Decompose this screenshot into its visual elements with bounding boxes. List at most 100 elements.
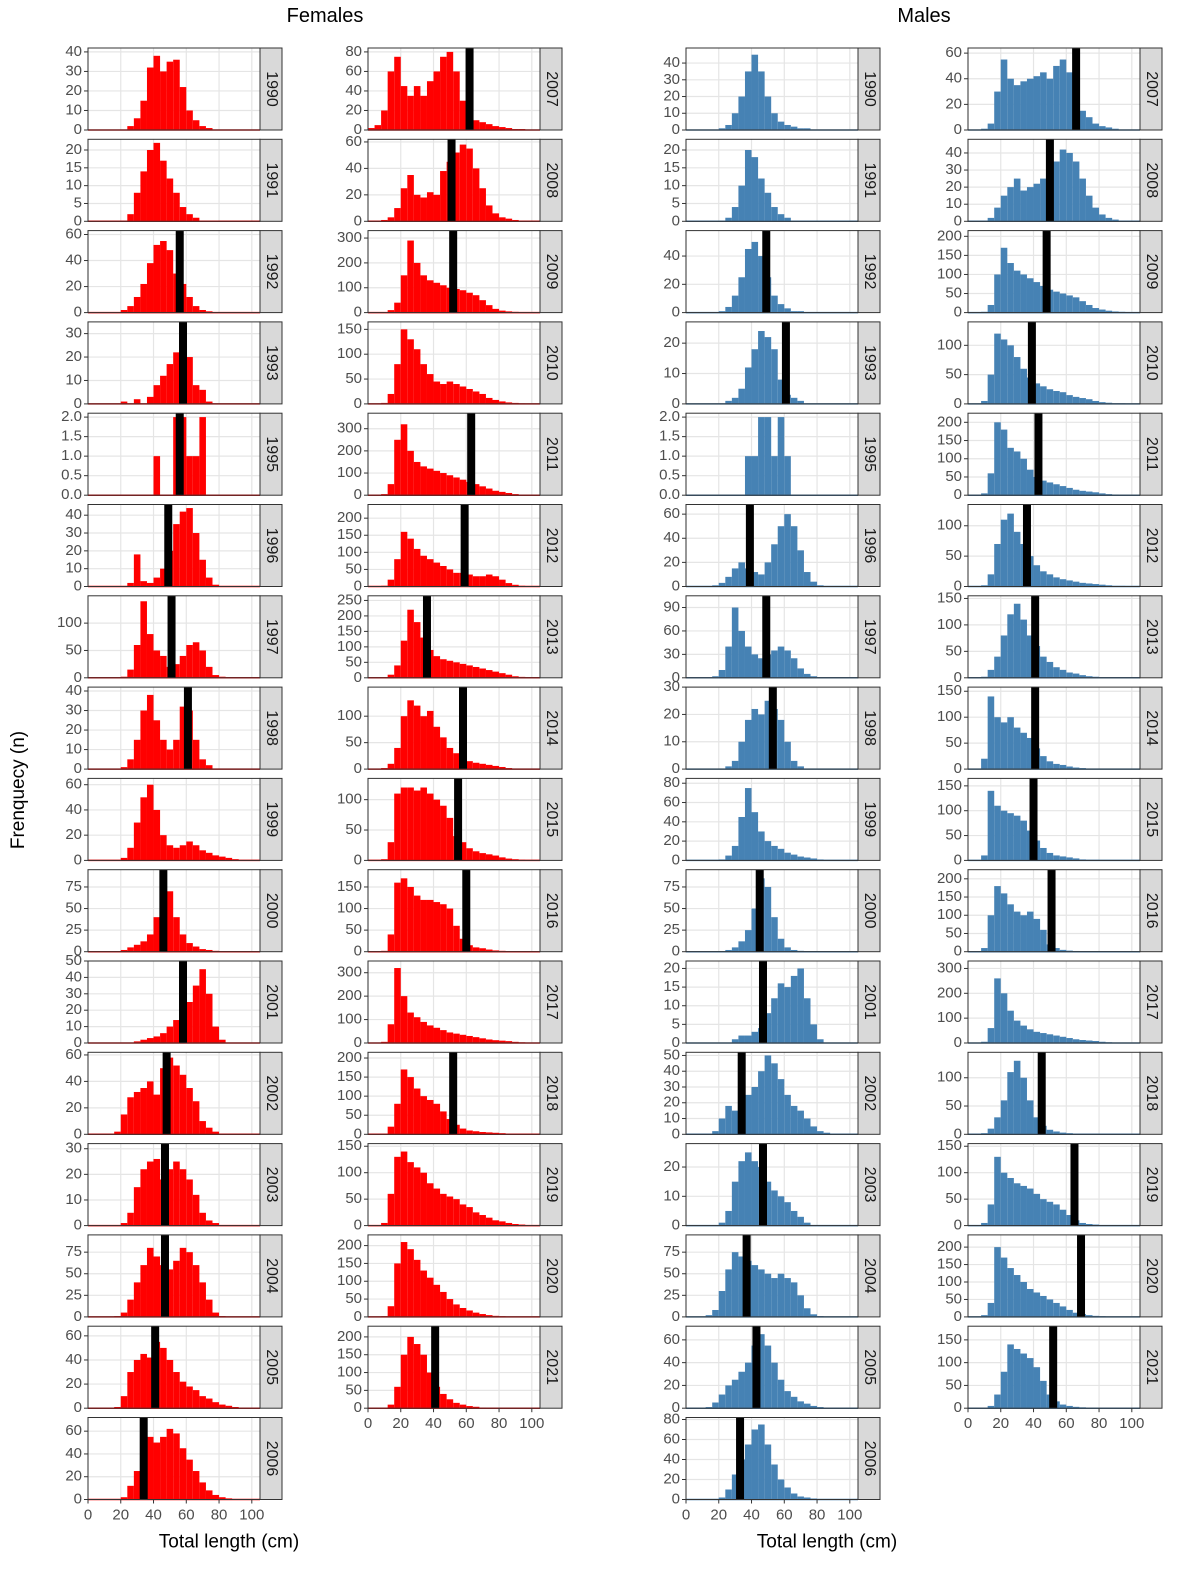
y-tick-label: 80	[345, 43, 362, 60]
reference-line	[1070, 1144, 1078, 1226]
histogram-bar	[434, 283, 441, 313]
histogram-bar	[725, 1211, 732, 1226]
histogram-bar	[752, 1032, 759, 1043]
histogram-bar	[758, 417, 765, 495]
y-tick-label: 100	[337, 543, 362, 560]
histogram-bar	[1066, 153, 1073, 221]
histogram-bar	[160, 241, 167, 313]
histogram-bar	[447, 1197, 454, 1226]
histogram-bar	[981, 759, 988, 769]
y-tick-label: 200	[937, 984, 962, 1001]
histogram-bar	[1034, 184, 1041, 222]
y-tick-label: 0	[672, 212, 680, 229]
histogram-bar	[778, 1274, 785, 1317]
strip-label: 1990	[263, 71, 280, 107]
y-tick-label: 50	[65, 900, 82, 917]
y-tick-label: 20	[663, 87, 680, 104]
histogram-bar	[745, 720, 752, 769]
histogram-bar	[1040, 756, 1047, 769]
y-tick-label: 50	[945, 827, 962, 844]
histogram-bar	[160, 835, 167, 860]
histogram-bar	[407, 1077, 414, 1134]
histogram-bar	[738, 97, 745, 130]
y-tick-label: 150	[937, 1331, 962, 1348]
histogram-bar	[1020, 1186, 1027, 1226]
strip-label: 2002	[263, 1076, 280, 1112]
histogram-bar	[1020, 1026, 1027, 1043]
histogram-bar	[1027, 1358, 1034, 1408]
histogram-bar	[1053, 1204, 1060, 1225]
histogram-bar	[765, 562, 772, 586]
histogram-bar	[1001, 811, 1008, 861]
histogram-bar	[453, 1199, 460, 1225]
histogram-bar	[797, 668, 804, 677]
histogram-bar	[732, 1380, 739, 1408]
histogram-bar	[206, 578, 213, 587]
y-tick-label: 50	[945, 1097, 962, 1114]
histogram-bar	[154, 578, 161, 587]
histogram-bar	[797, 1217, 804, 1226]
y-tick-label: 0	[672, 1308, 680, 1325]
histogram-bar	[427, 280, 434, 312]
y-tick-label: 150	[337, 1346, 362, 1363]
histogram-bar	[180, 1075, 187, 1135]
y-tick-label: 100	[337, 791, 362, 808]
y-tick-label: 150	[937, 432, 962, 449]
histogram-bar	[738, 742, 745, 769]
histogram-bar	[160, 71, 167, 130]
histogram-bar	[440, 1111, 447, 1134]
histogram-bar	[193, 1195, 200, 1226]
histogram-bar	[1066, 295, 1073, 312]
histogram-bar	[752, 812, 759, 860]
histogram-bar	[420, 716, 427, 769]
histogram-bar	[414, 195, 421, 221]
histogram-bar	[1001, 1258, 1008, 1317]
histogram-bar	[440, 904, 447, 951]
histogram-bar	[154, 650, 161, 677]
strip-label: 2008	[1143, 163, 1160, 199]
histogram-bar	[1001, 196, 1008, 222]
y-tick-label: 20	[663, 959, 680, 976]
y-tick-label: 0	[954, 1308, 962, 1325]
y-tick-label: 0	[74, 851, 82, 868]
histogram-bar	[771, 1363, 778, 1409]
histogram-bar	[193, 1265, 200, 1317]
y-tick-label: 0	[672, 943, 680, 960]
histogram-bar	[725, 1106, 732, 1134]
histogram-bar	[1040, 1381, 1047, 1408]
histogram-bar	[988, 574, 995, 586]
histogram-bar	[447, 382, 454, 404]
histogram-bar	[745, 1445, 752, 1500]
histogram-bar	[804, 1119, 811, 1135]
histogram-bar	[160, 656, 167, 678]
strip-label: 1992	[263, 254, 280, 290]
y-tick-label: 300	[337, 964, 362, 981]
histogram-bar	[140, 1265, 147, 1317]
histogram-bar	[466, 293, 473, 313]
y-tick-label: 50	[945, 1290, 962, 1307]
histogram-bar	[219, 1405, 226, 1409]
histogram-bar	[725, 856, 732, 861]
histogram-bar	[1092, 124, 1099, 130]
reference-line	[762, 596, 770, 678]
histogram-bar	[447, 661, 454, 678]
histogram-bar	[738, 562, 745, 586]
y-tick-label: 0.5	[659, 467, 680, 484]
reference-line	[454, 778, 462, 860]
histogram-bar	[447, 748, 454, 769]
y-tick-label: 100	[337, 464, 362, 481]
reference-line	[449, 1052, 457, 1134]
histogram-bar	[212, 1495, 219, 1500]
histogram-bar	[1034, 282, 1041, 313]
y-tick-label: 20	[663, 553, 680, 570]
y-tick-label: 20	[65, 542, 82, 559]
y-tick-label: 25	[663, 1286, 680, 1303]
y-tick-label: 0	[74, 1490, 82, 1507]
histogram-bar	[127, 306, 134, 313]
histogram-bar	[1001, 635, 1008, 677]
histogram-bar	[732, 296, 739, 313]
y-tick-label: 50	[945, 1376, 962, 1393]
histogram-bar	[765, 841, 772, 860]
histogram-bar	[127, 848, 134, 861]
histogram-bar	[1027, 1189, 1034, 1226]
